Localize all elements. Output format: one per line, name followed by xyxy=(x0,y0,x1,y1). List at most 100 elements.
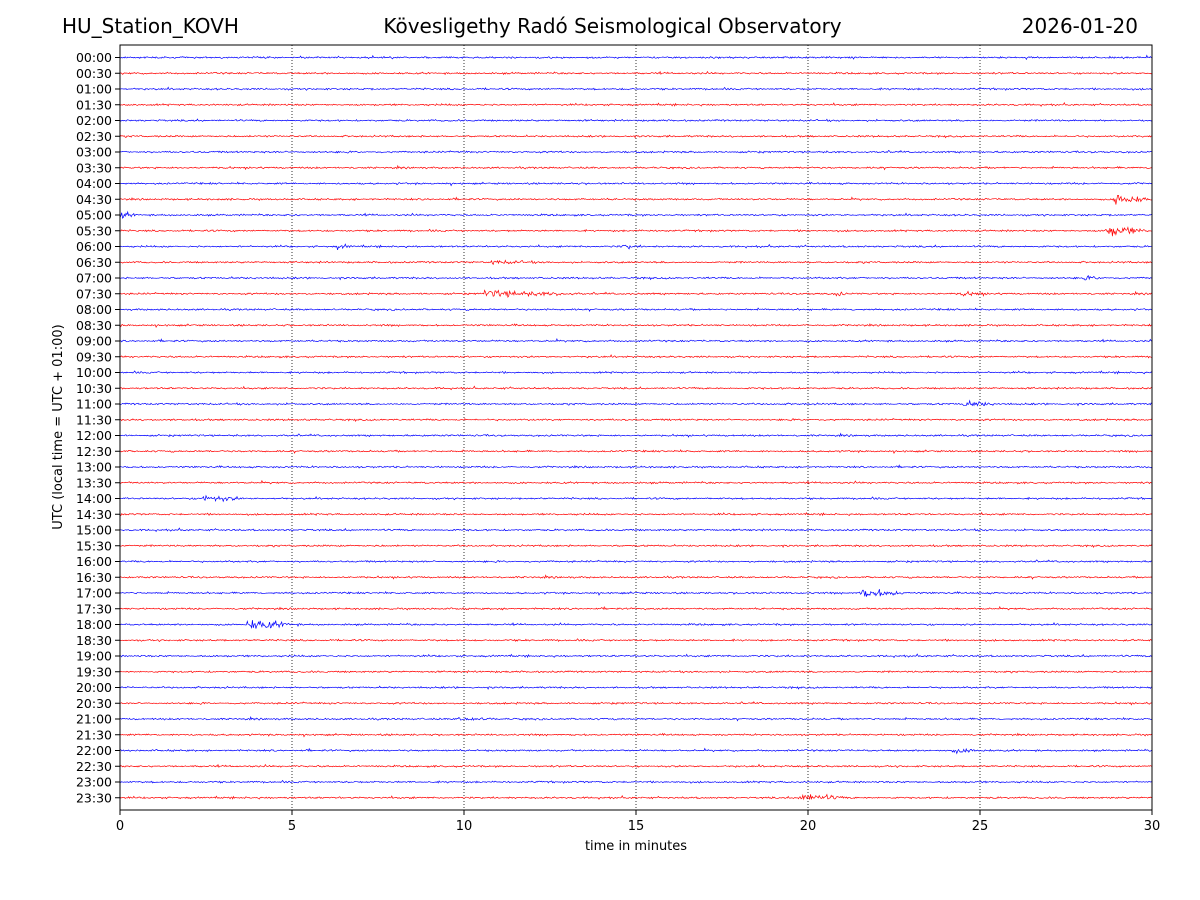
trace-1100 xyxy=(119,399,1153,407)
y-tick-label: 01:30 xyxy=(76,97,112,112)
y-tick-label: 19:00 xyxy=(76,649,112,664)
trace-0700 xyxy=(119,275,1153,281)
trace-0430 xyxy=(119,195,1153,205)
y-tick-label: 20:30 xyxy=(76,696,112,711)
y-tick-label: 12:30 xyxy=(76,444,112,459)
y-tick-label: 02:30 xyxy=(76,129,112,144)
y-tick-label: 00:00 xyxy=(76,50,112,65)
y-tick-label: 22:00 xyxy=(76,743,112,758)
y-tick-label: 21:30 xyxy=(76,727,112,742)
y-tick-label: 20:00 xyxy=(76,680,112,695)
y-axis-label: UTC (local time = UTC + 01:00) xyxy=(51,324,66,529)
trace-0200 xyxy=(119,118,1153,123)
y-tick-label: 10:00 xyxy=(76,365,112,380)
y-tick-label: 17:00 xyxy=(76,586,112,601)
trace-2030 xyxy=(119,701,1153,706)
y-tick-label: 06:30 xyxy=(76,255,112,270)
trace-1700 xyxy=(119,589,1153,597)
y-tick-label: 10:30 xyxy=(76,381,112,396)
trace-1200 xyxy=(119,432,1153,438)
trace-0900 xyxy=(119,338,1153,343)
station-name: HU_Station_KOVH xyxy=(62,14,239,38)
trace-2000 xyxy=(119,685,1153,690)
trace-0400 xyxy=(120,181,1153,187)
y-tick-label: 16:00 xyxy=(76,554,112,569)
trace-2300 xyxy=(119,779,1153,784)
trace-0500 xyxy=(119,210,1153,219)
trace-1230 xyxy=(119,449,1153,455)
y-tick-label: 07:30 xyxy=(76,286,112,301)
y-tick-label: 15:00 xyxy=(76,523,112,538)
y-tick-label: 02:00 xyxy=(76,113,112,128)
trace-0330 xyxy=(119,164,1153,171)
y-tick-label: 14:00 xyxy=(76,491,112,506)
y-tick-label: 04:00 xyxy=(76,176,112,191)
trace-0630 xyxy=(119,259,1153,266)
trace-0830 xyxy=(119,323,1152,329)
trace-1000 xyxy=(119,370,1153,375)
y-tick-label: 12:00 xyxy=(76,428,112,443)
y-tick-label: 04:30 xyxy=(76,192,112,207)
trace-2330 xyxy=(119,793,1153,801)
trace-1900 xyxy=(120,653,1153,659)
y-tick-label: 13:00 xyxy=(76,460,112,475)
trace-0030 xyxy=(119,70,1153,76)
trace-1630 xyxy=(119,574,1153,580)
trace-1600 xyxy=(119,559,1153,564)
x-tick-label: 0 xyxy=(116,819,124,834)
trace-1800 xyxy=(119,619,1153,630)
trace-0130 xyxy=(119,102,1153,107)
x-tick-label: 15 xyxy=(628,819,645,834)
trace-0100 xyxy=(120,86,1153,91)
chart-title: Kövesligethy Radó Seismological Observat… xyxy=(383,14,842,38)
trace-0530 xyxy=(119,226,1153,237)
y-tick-label: 06:00 xyxy=(76,239,112,254)
y-tick-label: 08:30 xyxy=(76,318,112,333)
trace-0730 xyxy=(120,289,1153,298)
y-tick-label: 07:00 xyxy=(76,271,112,286)
trace-1030 xyxy=(119,385,1153,391)
x-tick-label: 25 xyxy=(972,819,989,834)
trace-1400 xyxy=(119,494,1153,503)
y-tick-label: 18:30 xyxy=(76,633,112,648)
trace-0930 xyxy=(119,354,1152,359)
trace-2200 xyxy=(119,747,1153,755)
y-tick-label: 23:00 xyxy=(76,775,112,790)
y-tick-label: 09:00 xyxy=(76,334,112,349)
y-tick-label: 15:30 xyxy=(76,538,112,553)
x-tick-label: 30 xyxy=(1144,819,1161,834)
trace-0300 xyxy=(119,149,1153,154)
y-tick-label: 01:00 xyxy=(76,82,112,97)
plot-background xyxy=(120,45,1152,810)
x-tick-label: 5 xyxy=(288,819,296,834)
y-tick-label: 03:00 xyxy=(76,145,112,160)
y-tick-label: 11:30 xyxy=(76,412,112,427)
x-tick-label: 10 xyxy=(456,819,473,834)
y-tick-label: 00:30 xyxy=(76,66,112,81)
trace-0800 xyxy=(119,307,1153,313)
chart-date: 2026-01-20 xyxy=(1021,14,1138,38)
trace-1130 xyxy=(119,417,1153,422)
y-tick-label: 21:00 xyxy=(76,712,112,727)
y-tick-label: 16:30 xyxy=(76,570,112,585)
y-tick-label: 23:30 xyxy=(76,790,112,805)
y-tick-label: 22:30 xyxy=(76,759,112,774)
y-tick-label: 19:30 xyxy=(76,664,112,679)
trace-1530 xyxy=(120,543,1153,549)
trace-1930 xyxy=(119,669,1153,674)
y-tick-label: 05:00 xyxy=(76,208,112,223)
trace-1430 xyxy=(119,511,1153,517)
y-tick-label: 08:00 xyxy=(76,302,112,317)
plot-frame xyxy=(119,44,1153,811)
y-tick-label: 14:30 xyxy=(76,507,112,522)
trace-0230 xyxy=(119,134,1153,139)
trace-0600 xyxy=(119,243,1153,250)
trace-1500 xyxy=(120,527,1153,533)
y-tick-label: 05:30 xyxy=(76,223,112,238)
y-tick-label: 09:30 xyxy=(76,349,112,364)
y-tick-label: 18:00 xyxy=(76,617,112,632)
trace-1730 xyxy=(119,605,1152,611)
x-tick-label: 20 xyxy=(800,819,817,834)
trace-1330 xyxy=(119,479,1153,485)
